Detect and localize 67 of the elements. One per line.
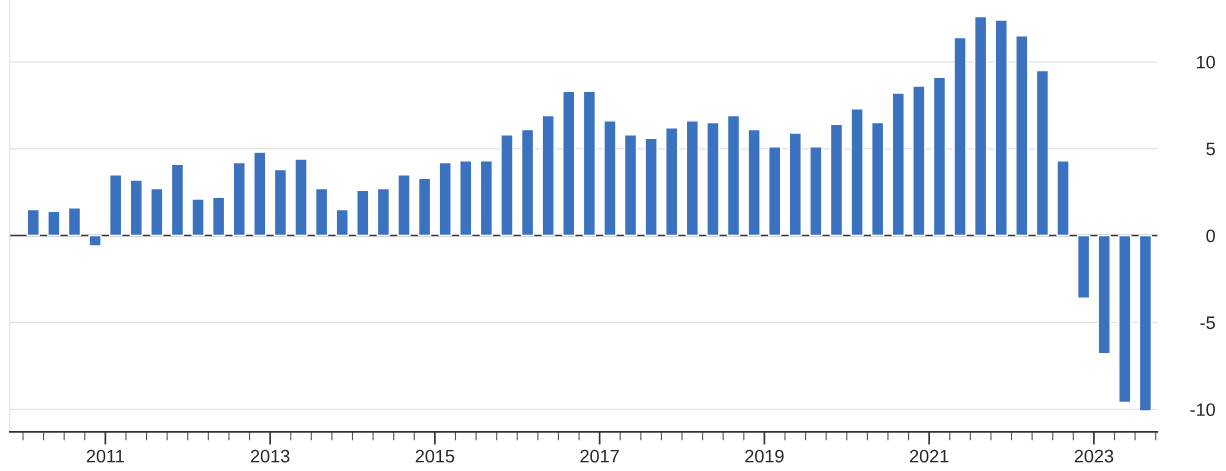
bar <box>47 210 61 237</box>
y-tick-label: 10 <box>1196 55 1215 69</box>
bar <box>417 177 432 237</box>
x-tick-label: 2021 <box>909 449 949 463</box>
bar <box>891 92 905 237</box>
bar <box>356 189 370 237</box>
y-tick-label: 0 <box>1206 229 1215 243</box>
bar <box>479 160 494 237</box>
bar <box>850 107 864 237</box>
bar <box>1097 234 1111 355</box>
y-tick-label: -10 <box>1190 403 1215 417</box>
x-tick-label: 2013 <box>250 449 290 463</box>
bar <box>438 161 452 237</box>
bar <box>273 168 288 237</box>
bar <box>520 128 535 237</box>
bar <box>644 137 658 237</box>
bar <box>603 120 617 237</box>
bar <box>932 76 947 237</box>
bar <box>562 90 576 237</box>
bar <box>253 151 267 237</box>
bar <box>1056 160 1070 237</box>
bar <box>294 158 308 237</box>
bar <box>1118 234 1132 404</box>
bar <box>211 196 226 237</box>
y-tick-label: -5 <box>1200 316 1215 330</box>
bar <box>129 179 143 237</box>
bar <box>26 208 40 237</box>
y-tick-label: 5 <box>1206 142 1215 156</box>
x-tick-label: 2017 <box>580 449 619 463</box>
bar <box>912 85 926 237</box>
bar <box>232 161 246 237</box>
bar <box>726 114 741 237</box>
bar <box>191 198 205 237</box>
bar <box>788 132 802 237</box>
bar <box>500 134 514 237</box>
x-tick-label: 2015 <box>415 449 455 463</box>
bar <box>335 208 349 237</box>
bar <box>150 187 164 237</box>
bar <box>623 134 638 237</box>
bar <box>376 187 391 237</box>
bar <box>582 90 597 237</box>
bar <box>1138 234 1153 412</box>
bar <box>706 121 720 237</box>
bar <box>809 146 823 237</box>
bar <box>108 174 123 237</box>
bar <box>747 128 761 237</box>
bar <box>871 121 885 237</box>
bar <box>314 187 329 237</box>
bar <box>1076 234 1091 299</box>
x-tick-label: 2023 <box>1074 449 1114 463</box>
bar <box>541 114 555 237</box>
bar <box>994 19 1008 237</box>
bar <box>1015 35 1029 237</box>
bar <box>459 160 473 237</box>
bar <box>665 127 679 237</box>
bar <box>397 174 411 237</box>
bar <box>88 234 102 247</box>
bar <box>973 15 988 237</box>
bar <box>829 123 844 237</box>
bar <box>67 207 82 237</box>
bar <box>1035 69 1050 237</box>
x-tick-label: 2019 <box>745 449 784 463</box>
bar <box>170 163 185 237</box>
bar <box>768 146 782 237</box>
bar <box>953 36 967 237</box>
bar <box>685 120 699 237</box>
x-tick-label: 2011 <box>86 449 124 463</box>
